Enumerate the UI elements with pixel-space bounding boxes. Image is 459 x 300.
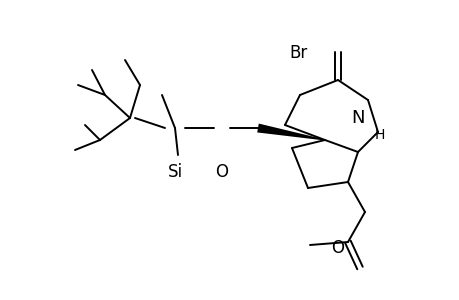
Polygon shape: [257, 124, 325, 140]
Text: N: N: [350, 109, 364, 127]
Text: O: O: [215, 163, 228, 181]
Text: Br: Br: [289, 44, 308, 62]
Text: Si: Si: [167, 163, 182, 181]
Text: H: H: [374, 128, 385, 142]
Text: O: O: [331, 239, 344, 257]
